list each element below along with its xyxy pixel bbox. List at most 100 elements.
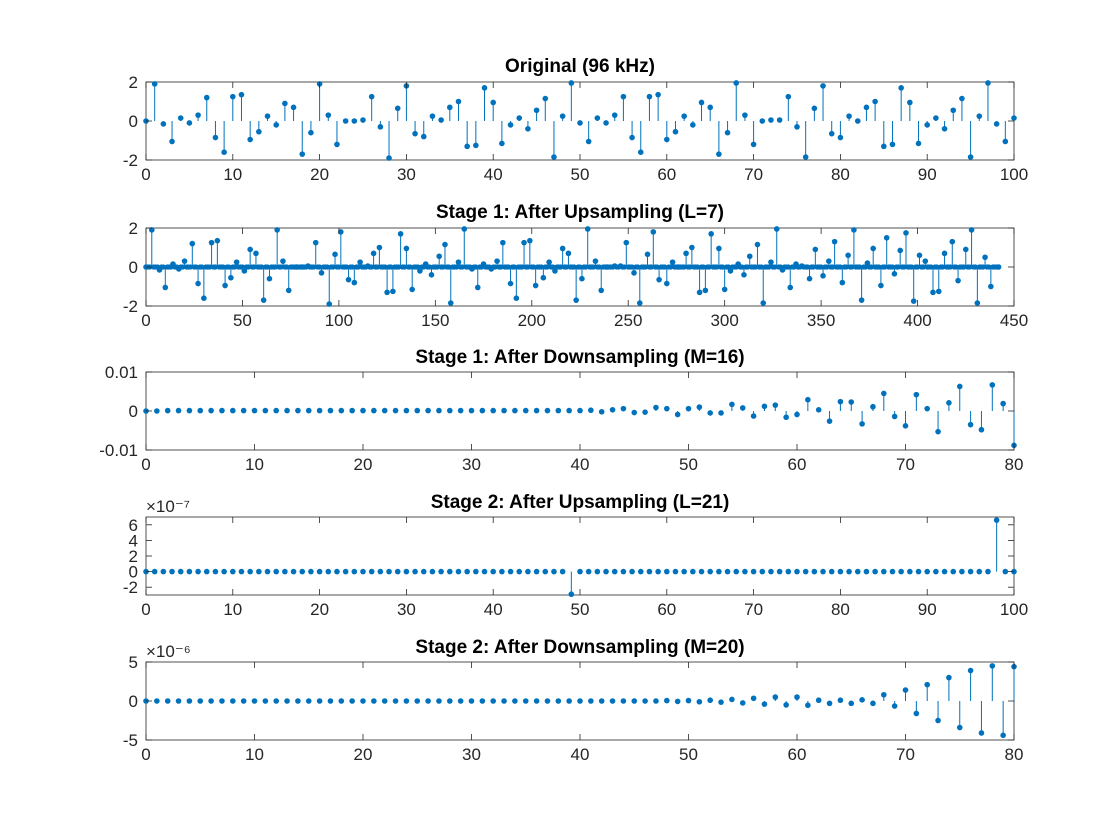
stem-marker bbox=[707, 104, 713, 111]
stem-marker bbox=[345, 276, 352, 283]
stem-marker bbox=[327, 407, 334, 414]
y-tick-label: -2 bbox=[123, 578, 138, 597]
stem-marker bbox=[768, 259, 774, 265]
y-tick-label: 4 bbox=[129, 531, 138, 550]
stem-marker bbox=[617, 263, 624, 269]
stem-marker bbox=[377, 568, 384, 575]
stem-marker bbox=[924, 681, 930, 688]
stem-marker bbox=[820, 83, 826, 89]
stem-marker bbox=[371, 407, 377, 414]
stem-marker-zero bbox=[901, 264, 907, 270]
stem-marker-zero bbox=[849, 264, 855, 270]
stem-marker bbox=[507, 280, 514, 287]
x-tick-label: 10 bbox=[245, 745, 264, 764]
stem-marker bbox=[872, 568, 878, 575]
stem-marker bbox=[718, 410, 724, 416]
stem-marker bbox=[386, 155, 392, 161]
stem-marker-zero bbox=[434, 264, 440, 270]
stem-marker bbox=[870, 403, 876, 410]
stem-marker-zero bbox=[396, 264, 402, 270]
stem-marker bbox=[735, 261, 741, 267]
stem-marker-zero bbox=[544, 264, 550, 270]
stem-marker bbox=[381, 698, 388, 704]
stem-marker bbox=[447, 568, 453, 575]
stem-marker bbox=[305, 407, 312, 414]
stem-marker bbox=[594, 568, 601, 575]
stem-marker bbox=[739, 700, 746, 706]
stem-marker bbox=[759, 118, 766, 124]
stem-marker bbox=[620, 568, 627, 575]
stem-marker-zero bbox=[506, 264, 512, 270]
x-tick-label: 80 bbox=[831, 165, 850, 184]
x-tick-label: 50 bbox=[571, 165, 590, 184]
stem-marker bbox=[318, 270, 325, 276]
stem-marker bbox=[414, 698, 421, 704]
stem-marker-zero bbox=[525, 264, 531, 270]
x-tick-label: 30 bbox=[397, 165, 416, 184]
stem-marker bbox=[878, 282, 884, 289]
stem-marker bbox=[195, 568, 201, 575]
stem-marker bbox=[883, 234, 890, 241]
stem-marker bbox=[603, 120, 609, 126]
stem-marker bbox=[989, 663, 996, 669]
exponent-label: ×10⁻⁷ bbox=[146, 497, 190, 516]
x-tick-label: 50 bbox=[233, 311, 252, 330]
stem-marker bbox=[507, 122, 514, 128]
stem-marker bbox=[642, 698, 648, 704]
stem-marker bbox=[598, 408, 605, 415]
stem-marker-zero bbox=[843, 264, 849, 270]
stem-marker bbox=[761, 403, 768, 410]
stem-marker bbox=[412, 568, 418, 575]
stem-marker bbox=[428, 272, 435, 278]
stem-marker-zero bbox=[739, 264, 745, 270]
x-tick-label: 250 bbox=[614, 311, 642, 330]
stem-marker bbox=[436, 698, 442, 704]
stem-marker bbox=[490, 698, 497, 704]
stem-marker bbox=[253, 250, 259, 257]
x-tick-label: 10 bbox=[223, 165, 242, 184]
stem-marker-zero bbox=[695, 264, 701, 270]
stem-marker bbox=[681, 568, 687, 575]
stem-marker bbox=[828, 568, 835, 575]
stem-marker bbox=[776, 117, 783, 123]
stem-marker bbox=[672, 128, 679, 135]
stem-marker bbox=[941, 126, 948, 132]
stem-marker bbox=[197, 698, 204, 704]
stem-marker bbox=[611, 112, 618, 118]
stem-marker bbox=[729, 401, 735, 408]
x-tick-label: 150 bbox=[421, 311, 449, 330]
stem-marker bbox=[349, 698, 355, 704]
stem-marker bbox=[417, 268, 423, 274]
stem-marker bbox=[846, 113, 852, 119]
stem-marker bbox=[512, 407, 518, 414]
stem-marker bbox=[655, 568, 661, 575]
stem-marker bbox=[334, 141, 340, 148]
stem-marker bbox=[542, 568, 549, 575]
stem-marker bbox=[802, 154, 809, 160]
stem-marker bbox=[646, 568, 653, 575]
stem-marker bbox=[891, 413, 898, 420]
stem-marker bbox=[351, 118, 358, 124]
y-axis: -2 0 2 bbox=[123, 219, 1014, 316]
stem-marker-zero bbox=[934, 264, 940, 270]
stem-marker bbox=[228, 274, 234, 281]
stem-marker bbox=[650, 229, 657, 235]
x-axis: 0 10 20 30 40 50 60 70 80 90 100 bbox=[141, 82, 1028, 184]
stem-marker bbox=[559, 245, 566, 252]
stem-marker bbox=[262, 698, 269, 704]
stem-marker bbox=[685, 697, 692, 704]
stem-marker-zero bbox=[967, 264, 973, 270]
stem-marker bbox=[156, 267, 163, 273]
stem-marker bbox=[930, 289, 936, 296]
stem-marker bbox=[360, 698, 366, 704]
stem-marker bbox=[1000, 400, 1006, 407]
stem-marker bbox=[474, 284, 481, 291]
stem-marker bbox=[461, 226, 468, 232]
stem-marker bbox=[394, 105, 401, 112]
stem-marker-zero bbox=[914, 264, 921, 270]
x-tick-label: 100 bbox=[1000, 600, 1028, 619]
stem-marker bbox=[993, 517, 1000, 523]
stem-marker bbox=[727, 268, 734, 274]
stem-marker bbox=[490, 407, 497, 414]
stem-marker bbox=[754, 241, 761, 248]
